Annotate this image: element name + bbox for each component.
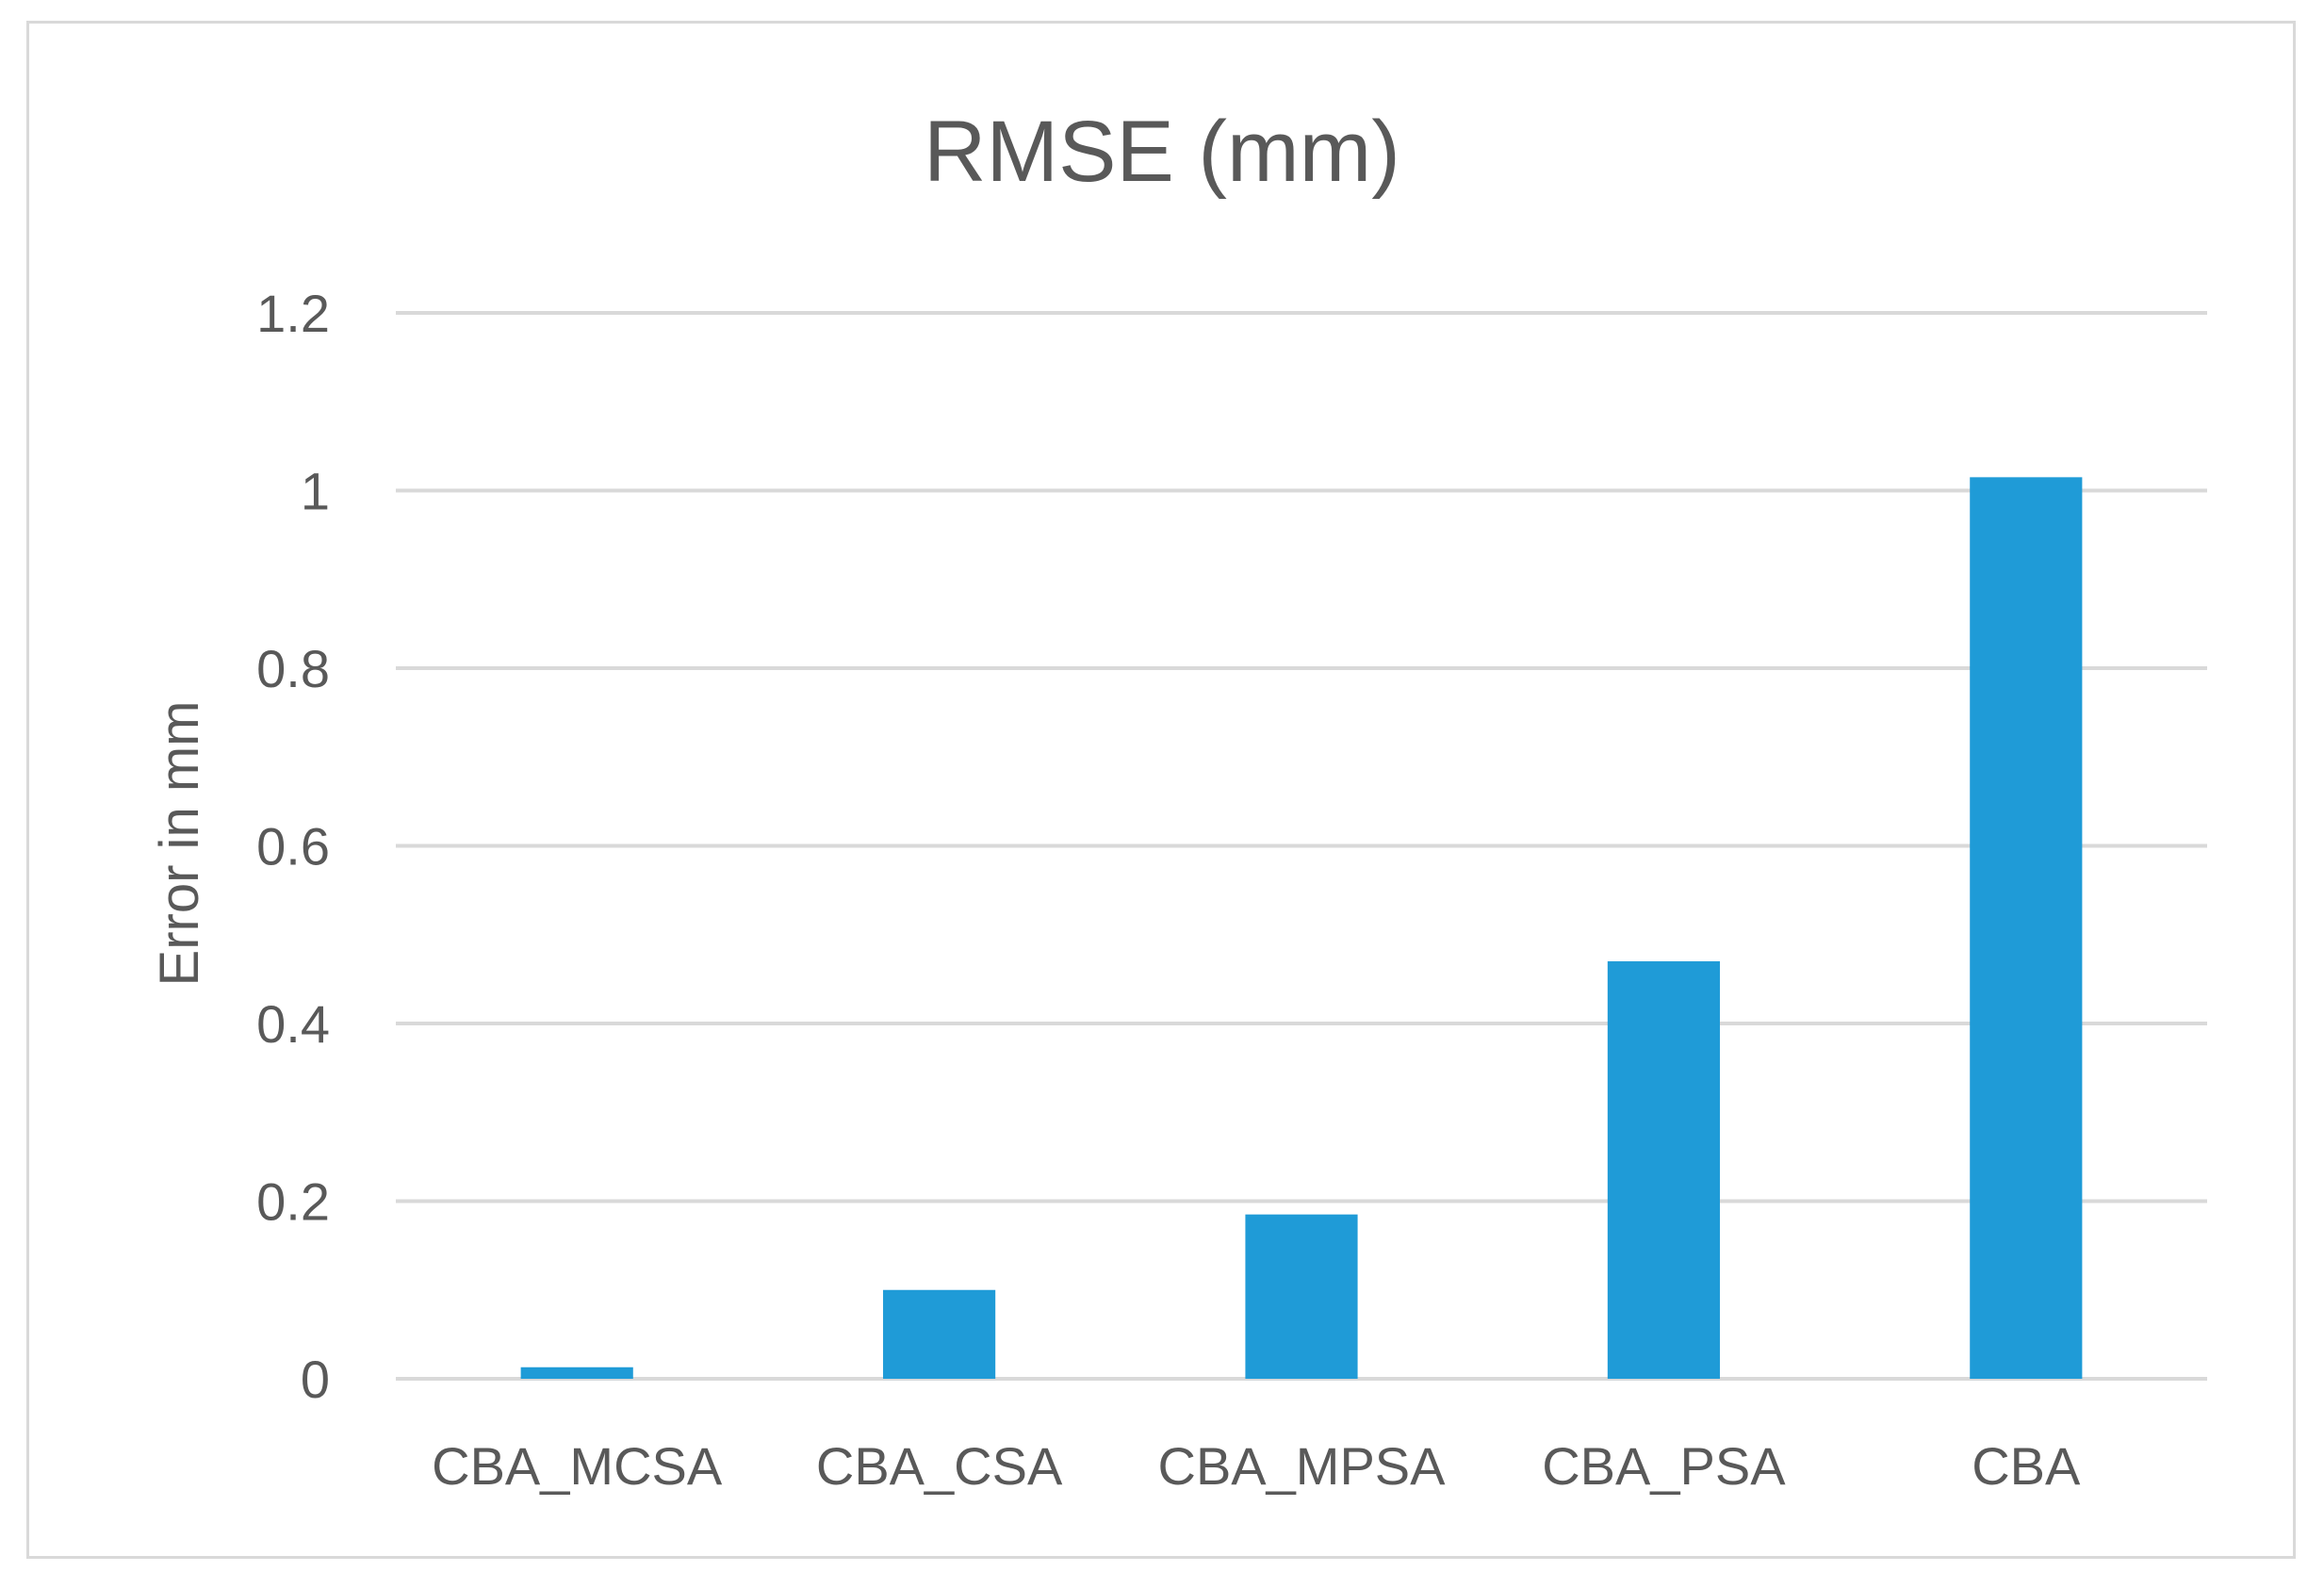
x-axis-ticks: CBA_MCSA CBA_CSA CBA_MPSA CBA_PSA CBA (432, 1436, 2081, 1496)
gridlines (396, 311, 2207, 1381)
bar-cba-csa (883, 1289, 996, 1379)
bar-cba-mcsa (520, 1367, 633, 1379)
y-tick-label: 0.8 (256, 639, 330, 698)
y-axis-ticks: 0 0.2 0.4 0.6 0.8 1 1.2 (256, 284, 330, 1409)
y-tick-label: 1.2 (256, 284, 330, 343)
chart-title: RMSE (mm) (924, 104, 1400, 200)
chart-frame (26, 21, 2296, 1559)
x-tick-label: CBA_CSA (816, 1436, 1063, 1496)
y-axis-label: Error in mm (149, 701, 210, 987)
bar-cba-mpsa (1245, 1214, 1358, 1379)
x-tick-label: CBA_PSA (1542, 1436, 1786, 1496)
y-tick-label: 0.4 (256, 994, 330, 1054)
y-tick-label: 0.2 (256, 1172, 330, 1232)
bar-cba-psa (1607, 961, 1720, 1379)
x-tick-label: CBA_MPSA (1158, 1436, 1447, 1496)
y-tick-label: 0.6 (256, 817, 330, 876)
y-tick-label: 1 (301, 462, 330, 521)
x-tick-label: CBA (1972, 1436, 2081, 1496)
y-tick-label: 0 (301, 1350, 330, 1409)
bar-cba (1970, 477, 2083, 1379)
bars (520, 477, 2083, 1379)
x-tick-label: CBA_MCSA (432, 1436, 723, 1496)
